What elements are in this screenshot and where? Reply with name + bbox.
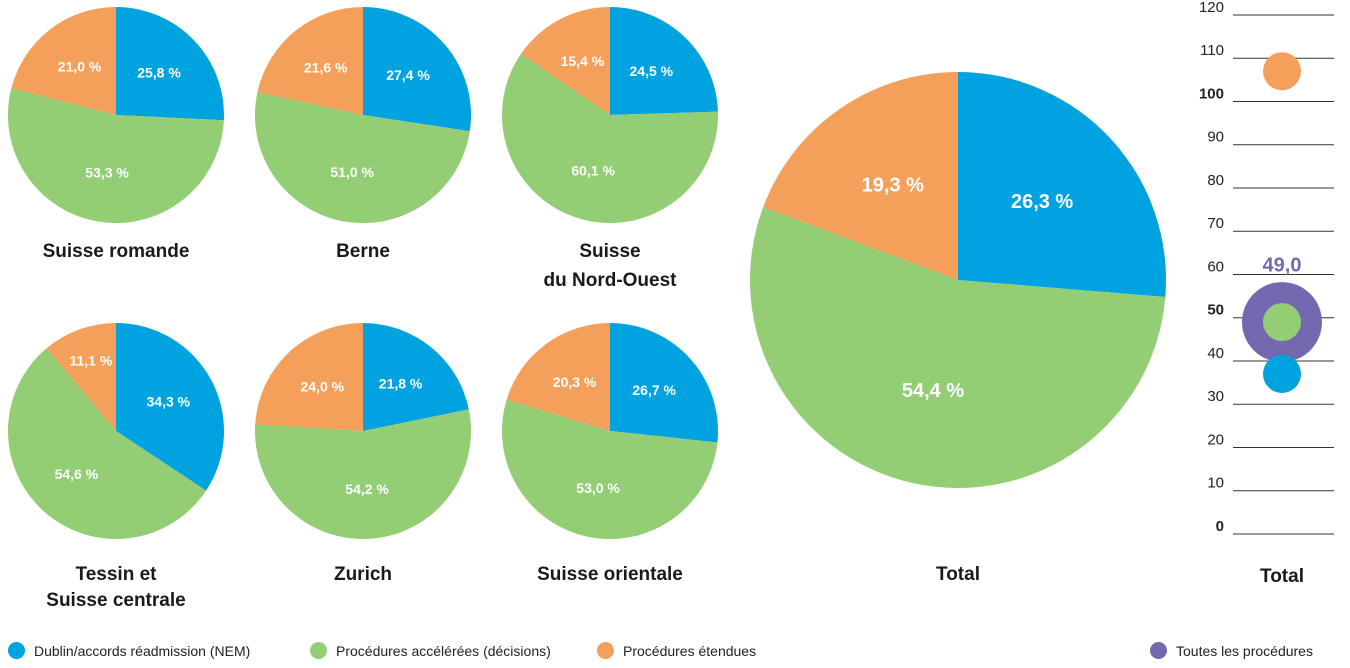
pie-slice-label: 25,8 % [137, 65, 181, 81]
legend-label-dublin: Dublin/accords réadmission (NEM) [34, 642, 251, 659]
pie-slice-label: 11,1 % [69, 353, 112, 369]
pie-slice-label: 54,2 % [345, 481, 389, 497]
pie-slice-dublin [116, 323, 225, 491]
legend-swatch-dublin [8, 642, 25, 659]
pie-slice-accelerated [254, 92, 470, 224]
y-tick-label: 40 [1207, 345, 1224, 362]
pie-slice-label: 26,3 % [1011, 191, 1073, 213]
legend-label-accelerated: Procédures accélérées (décisions) [336, 642, 551, 659]
scatter-point-dublin [1263, 354, 1301, 393]
y-tick-label: 80 [1207, 172, 1224, 189]
pie-slice-extended [506, 323, 610, 431]
pie-title: Suisse orientale [537, 564, 683, 585]
scatter-point-extended [1263, 52, 1301, 91]
pie-slice-label: 26,7 % [632, 382, 676, 398]
legend-item-dublin: Dublin/accords réadmission (NEM) [8, 642, 250, 659]
pie-slice-extended [11, 7, 116, 115]
pie-slice-label: 21,6 % [304, 60, 348, 76]
pie-title: Total [936, 564, 980, 585]
pie-slice-accelerated [7, 88, 224, 224]
scale-chart-title: Total [1260, 566, 1304, 587]
pie-slice-label: 53,3 % [85, 164, 129, 180]
pie-slice-extended [521, 6, 610, 115]
pie-slice-extended [257, 7, 363, 115]
y-tick-label: 100 [1199, 85, 1224, 102]
pie-slice-label: 24,5 % [630, 63, 674, 79]
y-tick-label: 110 [1200, 42, 1224, 59]
y-tick-label: 30 [1207, 388, 1224, 405]
scatter-point-accelerated [1263, 303, 1301, 342]
pie-slice-dublin [363, 323, 469, 431]
pie-slice-accelerated [502, 53, 719, 223]
legend-item-extended: Procédures étendues [597, 642, 756, 659]
pie-slice-label: 20,3 % [553, 374, 597, 390]
pie-slice-dublin [958, 72, 1167, 297]
pie-slice-dublin [363, 7, 471, 132]
pie-slice-label: 27,4 % [386, 67, 430, 83]
legend-item-accelerated: Procédures accélérées (décisions) [310, 642, 551, 659]
legend-label-all: Toutes les procédures [1176, 642, 1313, 659]
pie-slice-label: 51,0 % [330, 164, 374, 180]
pie-title: du Nord-Ouest [544, 270, 678, 291]
y-tick-label: 10 [1207, 475, 1224, 492]
all-procedures-value: 49,0 [1263, 254, 1302, 276]
pie-slice-label: 60,1 % [571, 163, 615, 179]
pie-slice-label: 53,0 % [576, 480, 620, 496]
pie-title: Tessin et [76, 564, 158, 585]
pie-title: Zurich [334, 564, 392, 585]
pie-slice-extended [255, 322, 363, 431]
y-tick-label: 50 [1207, 302, 1224, 319]
legend-item-all: Toutes les procédures [1150, 642, 1313, 659]
y-tick-label: 0 [1216, 518, 1224, 535]
y-tick-label: 70 [1207, 215, 1224, 232]
legend-label-extended: Procédures étendues [623, 642, 757, 659]
y-tick-label: 90 [1207, 129, 1224, 146]
pie-slice-dublin [610, 7, 718, 115]
pie-slice-dublin [610, 323, 718, 443]
pie-slice-extended [763, 72, 958, 280]
pie-slice-label: 15,4 % [561, 53, 605, 69]
pie-slice-dublin [116, 7, 224, 121]
pie-slice-accelerated [750, 207, 1166, 488]
pie-title: Suisse centrale [46, 590, 185, 611]
pie-slice-label: 21,8 % [379, 376, 423, 392]
pie-title: Suisse [579, 241, 640, 262]
pie-title: Suisse romande [43, 241, 190, 262]
legend-swatch-all [1150, 642, 1167, 659]
y-tick-label: 120 [1199, 0, 1224, 16]
pie-slice-label: 24,0 % [301, 378, 345, 394]
pie-slice-extended [46, 323, 116, 431]
pie-slice-label: 54,4 % [902, 380, 964, 402]
legend-swatch-extended [597, 642, 614, 659]
pie-slice-accelerated [7, 348, 207, 540]
legend-swatch-accelerated [310, 642, 327, 659]
pie-title: Berne [336, 241, 390, 262]
pie-slice-accelerated [501, 399, 718, 540]
pie-slice-accelerated [254, 409, 471, 540]
pie-slice-label: 34,3 % [147, 394, 191, 410]
pie-slice-label: 21,0 % [58, 59, 102, 75]
y-tick-label: 20 [1207, 431, 1224, 448]
y-tick-label: 60 [1207, 258, 1224, 275]
pie-slice-label: 54,6 % [55, 466, 99, 482]
pie-slice-label: 19,3 % [862, 174, 924, 196]
